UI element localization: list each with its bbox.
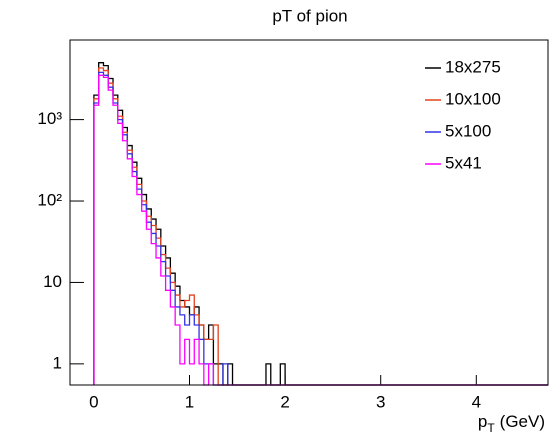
y-tick-label: 10² [37, 191, 62, 210]
y-tick-label: 10 [43, 272, 62, 291]
legend-label: 10x100 [445, 89, 501, 108]
x-label-subscript: T [487, 421, 495, 435]
x-tick-label: 1 [185, 392, 194, 411]
x-tick-label: 4 [472, 392, 481, 411]
x-tick-label: 2 [280, 392, 289, 411]
chart-title: pT of pion [272, 6, 347, 25]
legend-label: 5x100 [445, 121, 491, 140]
plot-frame [69, 39, 549, 386]
x-tick-label: 3 [376, 392, 385, 411]
x-tick-label: 0 [89, 392, 98, 411]
y-tick-label: 1 [53, 353, 62, 372]
y-tick-label: 10³ [37, 109, 62, 128]
x-axis-label: pT (GeV) [478, 412, 545, 435]
x-label-unit: (GeV) [500, 412, 545, 431]
legend-label: 5x41 [445, 153, 482, 172]
legend-label: 18x275 [445, 57, 501, 76]
x-label-symbol: p [478, 412, 487, 431]
